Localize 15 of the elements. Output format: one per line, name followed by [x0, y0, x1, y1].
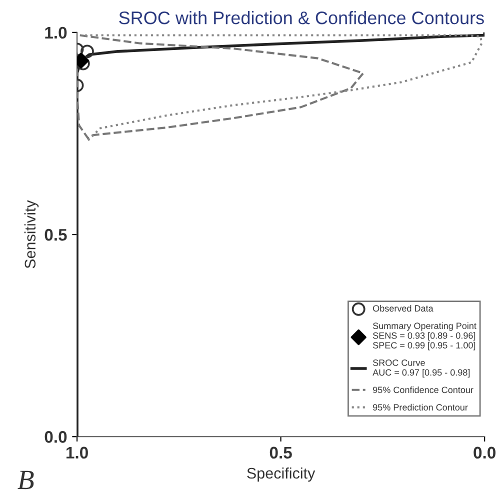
- y-tick-label: 1.0: [45, 26, 67, 39]
- legend-label: SROC Curve AUC = 0.97 [0.95 - 0.98]: [372, 360, 470, 378]
- text: B: [18, 470, 34, 490]
- legend-label: 95% Prediction Contour: [373, 404, 468, 411]
- x-tick-label: 1.0: [66, 446, 88, 459]
- x-axis-title: Specificity: [247, 467, 316, 482]
- y-tick-label: 0.5: [44, 228, 67, 241]
- chart-title: SROC with Prediction & Confidence Contours: [119, 11, 484, 24]
- legend-label: Summary Operating Point SENS = 0.93 [0.89 - 0.96] SPEC = 0.99 [0.95 - 1.00]: [373, 322, 476, 350]
- x-tick-label: 0.5: [270, 446, 292, 459]
- x-tick-label: 0.0: [474, 446, 496, 459]
- y-tick-label: 0.0: [44, 431, 67, 443]
- legend-label: 95% Confidence Contour: [373, 386, 474, 394]
- y-axis-title: Sensitivity: [24, 200, 39, 268]
- legend-label: Observed Data: [373, 304, 434, 312]
